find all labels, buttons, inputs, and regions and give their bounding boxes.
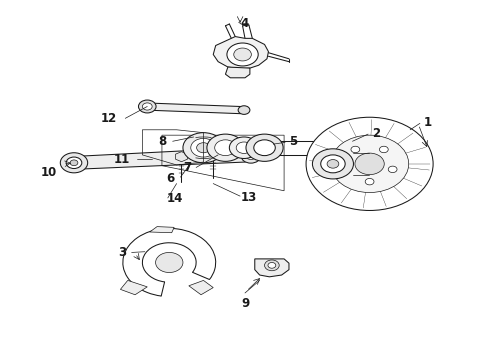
Circle shape	[60, 153, 88, 173]
Circle shape	[327, 159, 339, 168]
Text: 10: 10	[41, 166, 57, 179]
Text: 14: 14	[167, 192, 183, 205]
Circle shape	[351, 146, 360, 153]
Circle shape	[265, 260, 279, 271]
Circle shape	[229, 137, 259, 158]
Circle shape	[355, 153, 384, 175]
Polygon shape	[225, 67, 250, 78]
Circle shape	[227, 43, 258, 66]
Circle shape	[268, 262, 276, 268]
Circle shape	[139, 100, 156, 113]
Polygon shape	[150, 226, 174, 233]
Text: 8: 8	[159, 135, 167, 148]
Text: 12: 12	[101, 112, 117, 125]
Text: 7: 7	[183, 161, 191, 174]
Text: 2: 2	[372, 127, 380, 140]
Polygon shape	[175, 152, 187, 162]
Polygon shape	[213, 37, 269, 69]
Circle shape	[388, 166, 397, 172]
Polygon shape	[71, 148, 251, 169]
Circle shape	[70, 160, 78, 166]
Circle shape	[365, 179, 374, 185]
Circle shape	[238, 106, 250, 114]
Circle shape	[143, 103, 152, 110]
Circle shape	[215, 140, 236, 156]
Circle shape	[379, 146, 388, 153]
Text: 3: 3	[119, 246, 127, 259]
Text: 5: 5	[289, 135, 297, 148]
Circle shape	[241, 149, 261, 163]
Circle shape	[236, 142, 252, 153]
Polygon shape	[121, 280, 147, 295]
Circle shape	[207, 134, 244, 161]
Circle shape	[313, 149, 353, 179]
Circle shape	[254, 140, 275, 156]
Circle shape	[306, 117, 433, 211]
Circle shape	[331, 135, 409, 193]
Polygon shape	[207, 148, 219, 158]
Polygon shape	[255, 259, 289, 277]
Circle shape	[196, 143, 210, 153]
Circle shape	[246, 152, 256, 159]
Circle shape	[246, 134, 283, 161]
Text: 13: 13	[241, 192, 257, 204]
Polygon shape	[143, 103, 245, 114]
Circle shape	[191, 138, 216, 157]
Circle shape	[156, 252, 183, 273]
Polygon shape	[189, 280, 213, 295]
Text: 9: 9	[241, 297, 249, 310]
Text: 6: 6	[166, 172, 174, 185]
Circle shape	[321, 155, 345, 173]
Circle shape	[183, 133, 224, 163]
Text: 11: 11	[114, 153, 130, 166]
Circle shape	[234, 48, 251, 61]
Text: 1: 1	[423, 116, 432, 129]
Text: 4: 4	[241, 17, 249, 30]
Circle shape	[66, 157, 82, 168]
Circle shape	[342, 166, 351, 172]
